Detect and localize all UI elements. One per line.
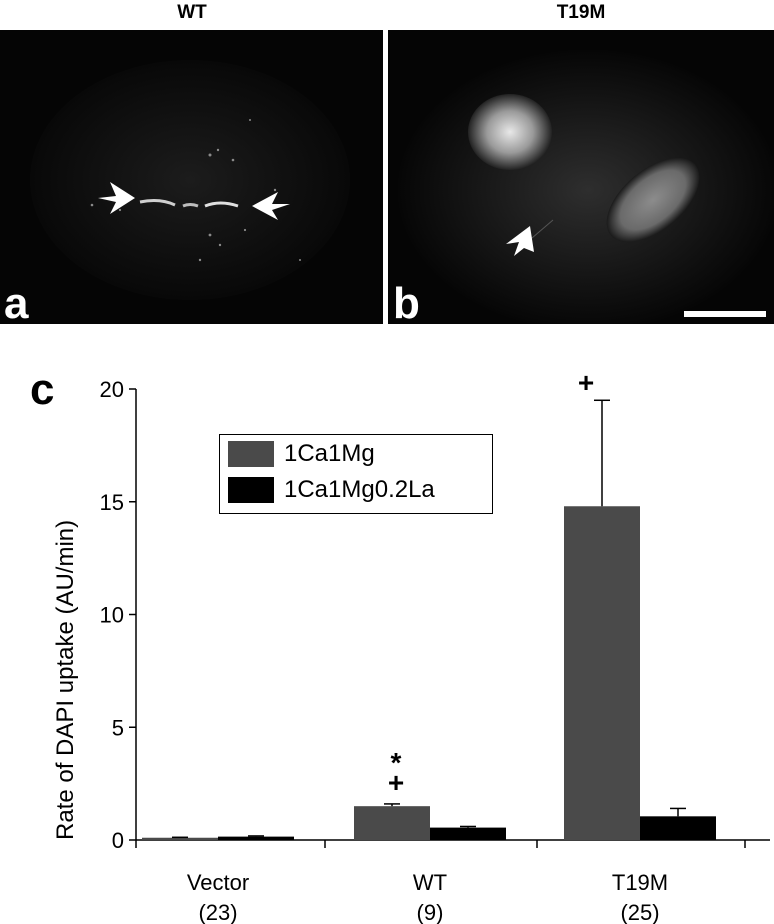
annotation-t19m-2: + [578, 367, 594, 398]
legend-swatch-2 [228, 477, 274, 503]
legend: 1Ca1Mg 1Ca1Mg0.2La [219, 434, 493, 514]
panel-a-title: WT [177, 2, 207, 23]
bar-wt-series2 [430, 827, 506, 840]
legend-item-1: 1Ca1Mg [228, 439, 375, 469]
y-tick-label-20: 20 [100, 377, 124, 402]
x-category-count-t19m: (25) [620, 900, 659, 924]
panel-b-title: T19M [556, 2, 606, 23]
bar-wt-series1 [354, 806, 430, 840]
y-tick-label-15: 15 [100, 490, 124, 515]
x-category-count-wt: (9) [417, 900, 444, 924]
y-tick-label-5: 5 [112, 715, 124, 740]
bar-vector-series1 [142, 837, 218, 840]
scale-bar [684, 311, 766, 317]
x-category-count-vector: (23) [198, 900, 237, 924]
legend-item-2: 1Ca1Mg0.2La [228, 475, 435, 505]
x-category-label-vector: Vector [187, 870, 249, 895]
bar-t19m-series2 [640, 816, 716, 840]
panel-c-label: c [30, 365, 55, 414]
bar-t19m-series1 [564, 506, 640, 840]
micrograph-t19m [388, 30, 774, 324]
legend-label-2: 1Ca1Mg0.2La [284, 476, 435, 503]
annotation-wt-0: + [388, 767, 404, 798]
x-category-label-wt: WT [413, 870, 447, 895]
panel-b-label: b [393, 279, 420, 328]
y-tick-label-0: 0 [112, 828, 124, 853]
legend-label-1: 1Ca1Mg [284, 440, 375, 467]
annotation-wt-1: * [391, 747, 402, 778]
micrograph-wt [0, 30, 383, 324]
bar-vector-series2 [218, 836, 294, 840]
x-category-label-t19m: T19M [612, 870, 668, 895]
panel-a-label: a [4, 279, 29, 328]
y-tick-label-10: 10 [100, 603, 124, 628]
legend-swatch-1 [228, 441, 274, 467]
